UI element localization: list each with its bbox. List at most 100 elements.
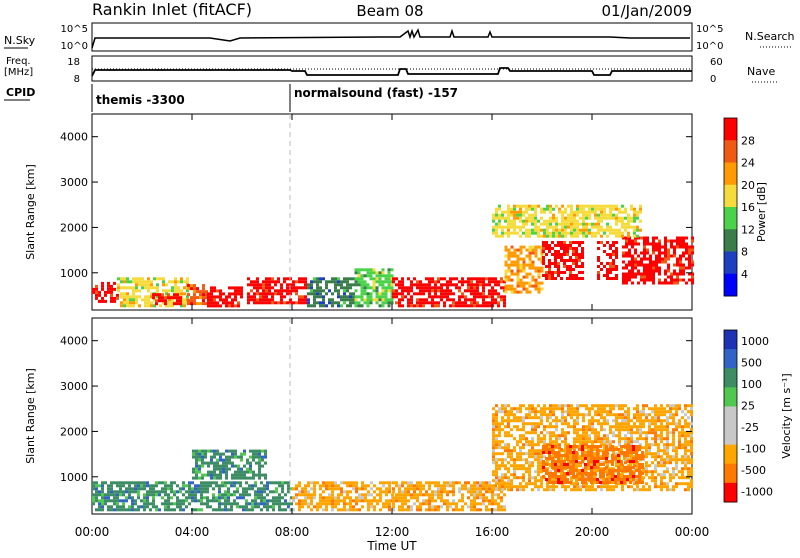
data-cell xyxy=(569,274,572,277)
data-cell xyxy=(578,271,581,274)
data-cell xyxy=(206,505,209,509)
data-cell xyxy=(525,263,529,267)
data-cell xyxy=(645,455,648,459)
data-cell xyxy=(495,225,498,229)
data-cell xyxy=(210,449,213,453)
data-cell xyxy=(343,481,346,485)
data-cell xyxy=(419,301,422,305)
data-cell xyxy=(428,283,431,287)
data-cell xyxy=(443,499,446,503)
data-cell xyxy=(664,254,667,258)
data-cell xyxy=(337,496,340,500)
data-cell xyxy=(492,419,495,423)
data-cell xyxy=(569,481,572,484)
data-cell xyxy=(645,488,648,492)
data-cell xyxy=(464,295,467,299)
data-cell xyxy=(498,479,501,483)
y-tick-label: 2000 xyxy=(60,425,88,438)
data-cell xyxy=(407,286,410,290)
data-cell xyxy=(594,434,597,438)
data-cell xyxy=(639,422,642,426)
data-cell xyxy=(579,464,582,468)
data-cell xyxy=(340,499,343,503)
data-cell xyxy=(597,265,600,268)
colorbar-swatch xyxy=(724,330,737,350)
data-cell xyxy=(283,301,286,305)
data-cell xyxy=(620,445,623,448)
data-cell xyxy=(690,467,693,471)
data-cell xyxy=(200,484,203,488)
data-cell xyxy=(528,254,532,258)
data-cell xyxy=(313,280,316,284)
data-cell xyxy=(591,464,594,468)
data-cell xyxy=(388,499,391,503)
data-cell xyxy=(254,505,257,509)
data-cell xyxy=(658,251,661,255)
data-cell xyxy=(158,299,161,303)
data-cell xyxy=(467,490,470,494)
data-cell xyxy=(176,302,179,306)
data-cell xyxy=(252,449,255,453)
data-cell xyxy=(639,419,642,423)
data-cell xyxy=(606,470,609,474)
data-cell xyxy=(510,473,513,477)
data-cell xyxy=(104,493,107,497)
data-cell xyxy=(236,487,239,491)
data-cell xyxy=(501,488,504,492)
data-cell xyxy=(593,475,596,478)
data-cell xyxy=(224,502,227,506)
data-cell xyxy=(349,499,352,503)
data-cell xyxy=(132,304,135,308)
data-cell xyxy=(546,467,549,471)
data-cell xyxy=(593,481,596,484)
data-cell xyxy=(587,445,590,448)
data-cell xyxy=(555,404,558,408)
data-cell xyxy=(224,496,227,500)
data-cell xyxy=(149,490,152,494)
data-cell xyxy=(473,502,476,506)
data-cell xyxy=(522,269,526,273)
data-cell xyxy=(201,464,204,468)
data-cell xyxy=(629,451,632,454)
velocity-colorbar-label: Velocity [m s⁻¹] xyxy=(780,373,793,458)
data-cell xyxy=(260,496,263,500)
data-cell xyxy=(522,479,525,483)
data-cell xyxy=(634,242,637,246)
data-cell xyxy=(205,293,208,297)
data-cell xyxy=(107,290,110,294)
data-cell xyxy=(278,484,281,488)
data-cell xyxy=(646,278,649,282)
data-cell xyxy=(513,476,516,480)
data-cell xyxy=(149,508,152,512)
data-cell xyxy=(663,461,666,465)
data-cell xyxy=(129,301,132,305)
data-cell xyxy=(602,478,605,481)
data-cell xyxy=(485,505,488,509)
data-cell xyxy=(594,213,597,217)
data-cell xyxy=(594,231,597,235)
data-cell xyxy=(95,499,98,503)
data-cell xyxy=(593,457,596,460)
data-cell xyxy=(581,247,584,250)
data-cell xyxy=(503,298,506,302)
data-cell xyxy=(572,457,575,460)
data-cell xyxy=(667,257,670,261)
data-cell xyxy=(519,485,522,489)
colorbar-tick-label: -500 xyxy=(741,464,766,477)
data-cell xyxy=(627,219,630,223)
data-cell xyxy=(349,283,352,287)
data-cell xyxy=(688,266,691,270)
data-cell xyxy=(360,274,364,278)
data-cell xyxy=(549,207,552,211)
data-cell xyxy=(510,452,513,456)
data-cell xyxy=(290,496,293,500)
data-cell xyxy=(361,487,364,491)
data-cell xyxy=(202,287,205,291)
data-cell xyxy=(343,292,346,296)
data-cell xyxy=(618,416,621,420)
data-cell xyxy=(636,216,639,220)
data-cell xyxy=(540,281,544,285)
data-cell xyxy=(641,481,644,484)
data-cell xyxy=(552,407,555,411)
data-cell xyxy=(634,251,637,255)
